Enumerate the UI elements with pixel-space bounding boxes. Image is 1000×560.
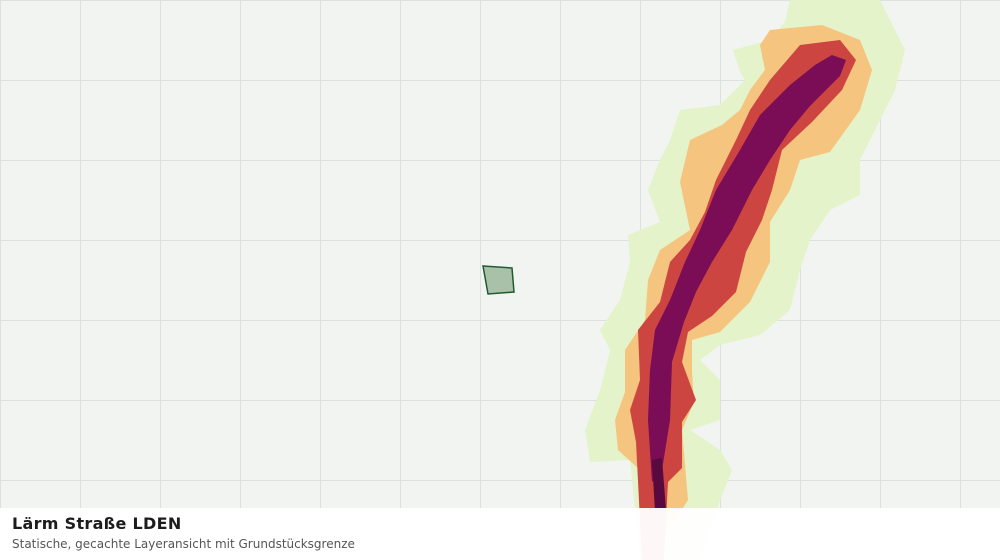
legend-footer: Lärm Straße LDEN Statische, gecachte Lay… <box>0 508 1000 560</box>
layer-subtitle: Statische, gecachte Layeransicht mit Gru… <box>12 537 355 551</box>
parcel-boundary[interactable] <box>482 265 515 295</box>
layer-title: Lärm Straße LDEN <box>12 514 182 533</box>
noise-band-very-high <box>648 55 846 482</box>
noise-band-extreme <box>652 458 666 512</box>
